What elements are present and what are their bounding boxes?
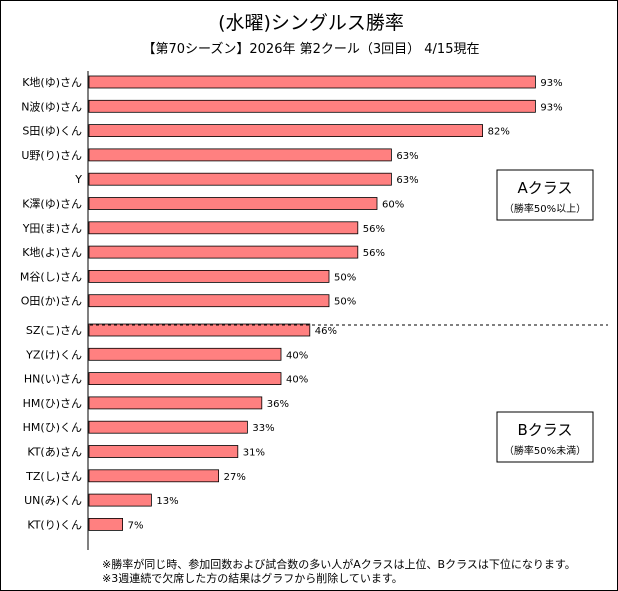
bar	[88, 347, 282, 361]
bar	[88, 323, 311, 337]
bar	[88, 245, 359, 259]
category-label: HN(い)さん	[24, 373, 82, 386]
value-label: 40%	[286, 375, 308, 386]
value-label: 63%	[396, 151, 418, 162]
category-label: KT(あ)さん	[27, 446, 82, 459]
value-label: 56%	[363, 248, 385, 259]
class-b-name: Bクラス	[518, 421, 573, 439]
value-label: 33%	[252, 423, 274, 434]
category-label: KT(り)くん	[27, 518, 82, 531]
class-a-name: Aクラス	[518, 179, 573, 197]
chart-title: (水曜)シングルス勝率	[218, 12, 404, 34]
value-label: 60%	[382, 200, 404, 211]
footnote-2: ※3週連続で欠席した方の結果はグラフから削除しています。	[102, 571, 403, 585]
bar	[88, 469, 220, 483]
value-label: 93%	[540, 78, 562, 89]
value-label: 93%	[540, 102, 562, 113]
bar	[88, 269, 330, 283]
value-label: 50%	[334, 297, 356, 308]
value-label: 27%	[224, 472, 246, 483]
category-label: HM(ひ)くん	[23, 421, 82, 434]
category-label: K地(よ)さん	[22, 246, 82, 259]
value-label: 13%	[156, 496, 178, 507]
value-label: 82%	[488, 127, 510, 138]
bar	[88, 75, 536, 89]
category-label: HM(ひ)さん	[23, 397, 82, 410]
category-label: YZ(け)くん	[25, 348, 82, 361]
category-label: TZ(し)さん	[25, 470, 82, 483]
class-a-box: Aクラス （勝率50%以上）	[496, 169, 594, 221]
value-label: 50%	[334, 272, 356, 283]
category-label: Y田(ま)さん	[22, 222, 82, 235]
bar	[88, 221, 359, 235]
category-label: N波(ゆ)さん	[21, 100, 82, 113]
bar	[88, 148, 392, 162]
bar	[88, 445, 239, 458]
bar	[88, 172, 392, 186]
category-label: S田(ゆ)くん	[22, 125, 82, 138]
category-label: O田(か)さん	[21, 295, 82, 308]
bar	[88, 197, 378, 210]
bar	[88, 124, 484, 137]
value-labels: 93% 93% 82% 63% 63% 60% 56% 56% 50% 50% 46% 40% 40% 3…	[128, 78, 563, 531]
value-label: 63%	[396, 175, 418, 186]
category-label: K地(ゆ)さん	[22, 76, 82, 89]
category-label: SZ(こ)さん	[26, 324, 82, 337]
bar	[88, 372, 282, 386]
bar	[88, 518, 123, 531]
value-label: 46%	[315, 326, 337, 337]
value-label: 56%	[363, 224, 385, 235]
bar	[88, 294, 330, 308]
category-label: M谷(し)さん	[20, 270, 82, 283]
value-label: 7%	[128, 520, 144, 531]
bar	[88, 420, 248, 434]
class-a-note: （勝率50%以上）	[504, 202, 586, 215]
value-label: 40%	[286, 350, 308, 361]
category-label: K澤(ゆ)さん	[22, 198, 82, 211]
bar	[88, 99, 536, 113]
bar	[88, 493, 152, 507]
category-label: U野(り)さん	[21, 149, 82, 162]
class-b-box: Bクラス （勝率50%未満）	[496, 411, 594, 463]
category-labels: K地(ゆ)さん N波(ゆ)さん S田(ゆ)くん U野(り)さん Y K澤(ゆ)さん Y田(ま…	[20, 76, 82, 531]
chart-subtitle: 【第70シーズン】2026年 第2クール（3回目） 4/15現在	[143, 41, 480, 57]
bar	[88, 396, 263, 410]
footnote-1: ※勝率が同じ時、参加回数および試合数の多い人がAクラスは上位、Bクラスは下位にな…	[102, 557, 576, 571]
bars-layer	[88, 75, 536, 531]
class-b-note: （勝率50%未満）	[504, 444, 586, 457]
category-label: Y	[74, 173, 82, 186]
value-label: 31%	[243, 448, 265, 459]
value-label: 36%	[267, 399, 289, 410]
category-label: UN(み)くん	[24, 494, 82, 507]
